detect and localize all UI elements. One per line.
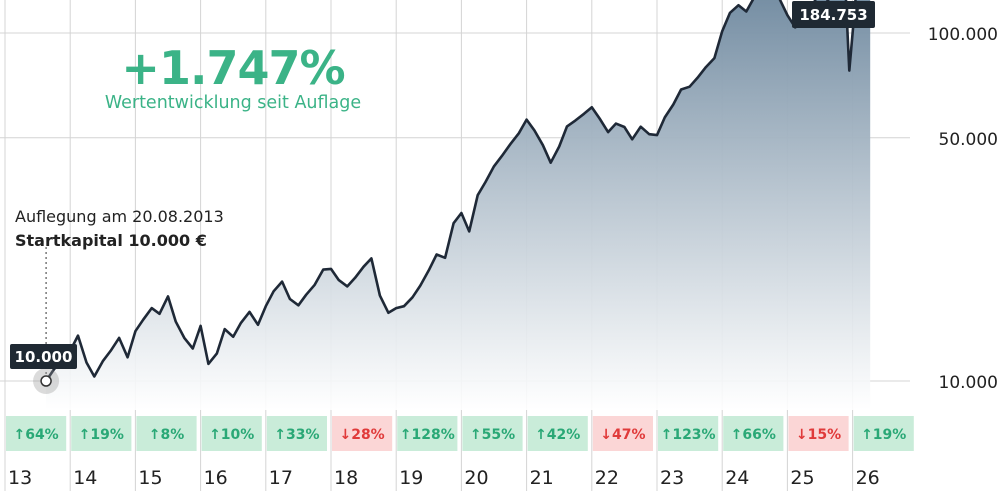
start-value-label: 10.000 [15, 348, 73, 366]
performance-line [45, 0, 857, 382]
x-tick-label: 16 [204, 467, 228, 489]
return-badge-positive [658, 416, 719, 451]
end-value-label: 184.753 [799, 6, 867, 24]
x-tick-label: 20 [464, 467, 488, 489]
return-badge-negative [788, 416, 849, 451]
annual-return-label: ↓15% [796, 427, 841, 443]
x-tick-label: 25 [790, 467, 814, 489]
return-badge-positive [397, 416, 458, 451]
return-badge-positive [71, 416, 132, 451]
x-tick-label: 18 [334, 467, 358, 489]
start-value-badge [10, 344, 77, 369]
return-badge-negative [332, 416, 393, 451]
x-tick-label: 14 [73, 467, 97, 489]
x-tick-label: 22 [595, 467, 619, 489]
annual-return-label: ↑19% [861, 427, 906, 443]
annual-return-label: ↓47% [600, 427, 645, 443]
annual-return-label: ↑10% [209, 427, 254, 443]
annual-return-label: ↓28% [339, 427, 384, 443]
y-tick-label: 50.000 [939, 130, 998, 150]
annual-return-label: ↑33% [274, 427, 319, 443]
x-tick-label: 17 [269, 467, 293, 489]
total-return-value: +1.747% [121, 41, 345, 95]
x-tick-label: 24 [725, 467, 749, 489]
headline: +1.747% Wertentwicklung seit Auflage [97, 40, 369, 113]
annual-return-label: ↑8% [149, 427, 185, 443]
x-tick-label: 13 [8, 467, 32, 489]
launch-info: Auflegung am 20.08.2013 Startkapital 10.… [15, 205, 224, 253]
annual-return-label: ↑42% [535, 427, 580, 443]
annual-return-label: ↑66% [731, 427, 776, 443]
end-value-badge [792, 1, 875, 28]
return-badge-positive [462, 416, 523, 451]
x-tick-label: 23 [660, 467, 684, 489]
start-marker [40, 375, 52, 387]
return-badge-positive [6, 416, 67, 451]
return-badge-positive [266, 416, 327, 451]
x-tick-label: 26 [856, 467, 880, 489]
total-return-subtitle: Wertentwicklung seit Auflage [104, 93, 362, 113]
y-tick-label: 100.000 [928, 25, 998, 45]
return-badge-positive [527, 416, 588, 451]
x-tick-label: 19 [399, 467, 423, 489]
return-badge-positive [723, 416, 784, 451]
y-tick-label: 10.000 [939, 373, 998, 393]
annual-return-label: ↑64% [13, 427, 58, 443]
x-tick-label: 15 [138, 467, 162, 489]
return-badge-positive [853, 416, 914, 451]
x-tick-label: 21 [530, 467, 554, 489]
annual-return-label: ↑128% [400, 427, 455, 443]
return-badge-positive [136, 416, 197, 451]
annual-return-label: ↑123% [661, 427, 716, 443]
start-capital-text: Startkapital 10.000 € [15, 231, 207, 250]
annual-return-label: ↑55% [470, 427, 515, 443]
return-badge-negative [592, 416, 653, 451]
return-badge-positive [201, 416, 262, 451]
launch-date-text: Auflegung am 20.08.2013 [15, 207, 224, 226]
performance-area [46, 0, 871, 410]
annual-return-label: ↑19% [79, 427, 124, 443]
